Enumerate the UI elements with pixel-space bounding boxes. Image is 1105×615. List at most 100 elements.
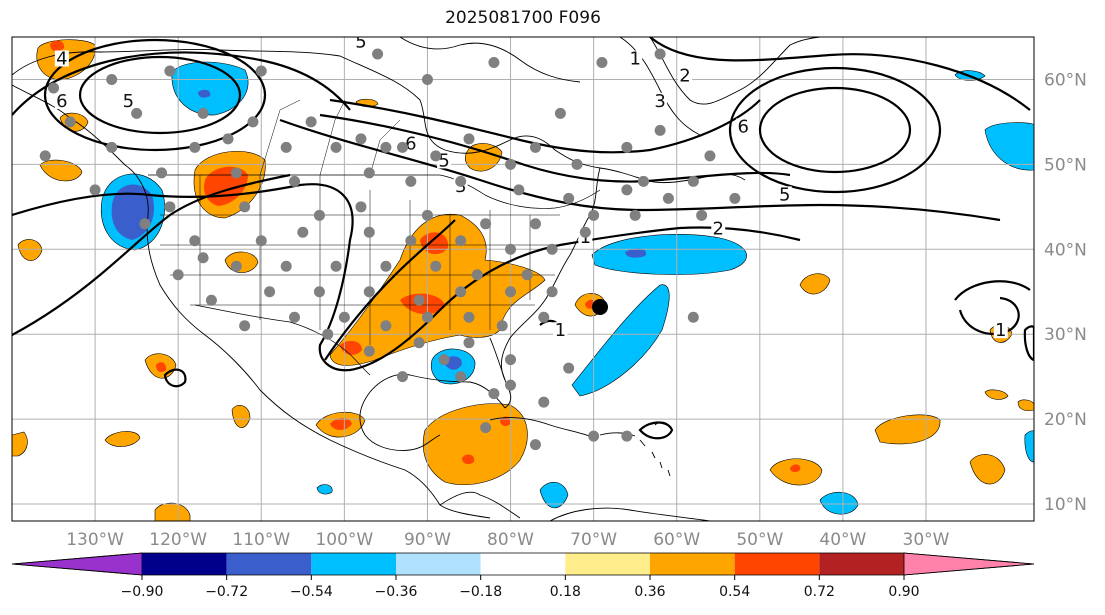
station-marker	[338, 311, 350, 323]
contour-ridge-far-east	[954, 280, 1031, 301]
pos-anomaly-pacific-sw	[12, 431, 28, 457]
height-contours	[12, 37, 1034, 440]
neg-anomaly-atlantic	[591, 234, 747, 275]
contour-label-bg	[678, 67, 693, 84]
latitude-label: 50°N	[1044, 155, 1087, 175]
station-marker	[255, 235, 267, 247]
station-marker	[496, 320, 508, 332]
station-marker	[505, 158, 517, 170]
colorbar-bin	[819, 553, 904, 575]
contour-label: 5	[779, 184, 790, 205]
pos-anomaly-far-east-2	[984, 389, 1009, 400]
contour-label: 1	[555, 320, 566, 341]
station-marker	[322, 328, 334, 340]
station-marker	[588, 209, 600, 221]
longitude-label: 80°W	[487, 530, 534, 550]
station-marker	[554, 107, 566, 119]
longitude-label: 130°W	[66, 530, 124, 550]
longitude-labels: 130°W 120°W 110°W 100°W 90°W 80°W 70°W 60°W 50°W…	[66, 530, 949, 550]
station-marker	[654, 48, 666, 60]
pos-anomaly-trop-atl-1	[874, 414, 941, 445]
station-marker	[546, 243, 558, 255]
contour-small-3	[1023, 325, 1034, 362]
station-marker	[563, 362, 575, 374]
contour-label: 2	[679, 65, 690, 86]
station-marker	[505, 286, 517, 298]
station-marker	[563, 192, 575, 204]
station-marker	[529, 439, 541, 451]
station-marker	[280, 141, 292, 153]
neg-anomaly-east-atl-2	[1024, 430, 1034, 463]
longitude-label: 70°W	[570, 530, 617, 550]
station-marker	[197, 107, 209, 119]
colorbar-tick-label: 0.72	[804, 584, 835, 600]
station-marker	[455, 286, 467, 298]
station-marker	[305, 116, 317, 128]
station-marker	[230, 260, 242, 272]
station-marker	[480, 218, 492, 230]
contour-label: 1	[995, 320, 1006, 341]
contour-atlantic-outer	[649, 37, 1031, 111]
station-marker	[463, 133, 475, 145]
contour-trough	[324, 219, 456, 361]
station-marker	[488, 388, 500, 400]
pos-anomaly-pacific-w	[17, 239, 43, 261]
storm-center-marker	[592, 299, 608, 315]
station-marker	[330, 260, 342, 272]
pos-anomaly-trop-atl-2-core	[790, 464, 801, 473]
longitude-label: 40°W	[819, 530, 866, 550]
colorbar-bin	[142, 553, 227, 575]
station-marker	[480, 422, 492, 434]
colorbar-tick-label: −0.72	[205, 584, 248, 600]
contour-label-bg	[121, 92, 136, 109]
station-marker	[39, 150, 51, 162]
station-marker	[538, 396, 550, 408]
station-marker	[222, 133, 234, 145]
station-marker	[488, 56, 500, 68]
contour-label-bg	[553, 322, 568, 339]
contour-label-bg	[353, 37, 368, 50]
neg-anomaly-tropics-3	[316, 484, 333, 495]
station-marker	[405, 235, 417, 247]
station-marker	[189, 141, 201, 153]
station-marker	[239, 320, 251, 332]
colorbar-tick-label: 0.90	[888, 584, 919, 600]
contour-low-far-east	[958, 296, 1020, 335]
station-marker	[289, 311, 301, 323]
colorbar-under-triangle	[11, 552, 143, 576]
station-marker	[172, 269, 184, 281]
neg-anomaly-atlantic-core	[625, 248, 646, 258]
latitude-label: 60°N	[1044, 70, 1087, 90]
station-marker	[363, 345, 375, 357]
pos-anomaly-gulf-coast	[340, 340, 362, 355]
colorbar-bin	[565, 553, 650, 575]
latitude-label: 30°N	[1044, 325, 1087, 345]
colorbar-bin	[311, 553, 396, 575]
station-marker	[139, 218, 151, 230]
station-marker	[363, 167, 375, 179]
contour-low-atlantic-mid	[728, 66, 942, 194]
station-marker	[156, 167, 168, 179]
station-marker	[380, 320, 392, 332]
station-marker	[629, 209, 641, 221]
map-frame	[11, 36, 1035, 522]
station-marker	[106, 73, 118, 85]
station-marker	[230, 167, 242, 179]
state-borders	[160, 99, 565, 345]
latitude-label: 40°N	[1044, 240, 1087, 260]
contour-label-bg	[993, 322, 1008, 339]
colorbar: −0.90 −0.72 −0.54 −0.36 −0.18 0.18 0.36 0.54 0.7…	[11, 552, 1035, 600]
longitude-label: 50°W	[736, 530, 783, 550]
colorbar-tick-label: 0.18	[550, 584, 581, 600]
station-marker	[654, 124, 666, 136]
station-marker	[397, 141, 409, 153]
station-marker	[372, 48, 384, 60]
station-marker	[421, 73, 433, 85]
latitude-labels: 60°N 50°N 40°N 30°N 20°N 10°N	[1044, 70, 1087, 515]
station-marker	[313, 209, 325, 221]
station-marker	[463, 311, 475, 323]
colorbar-bin	[226, 553, 312, 575]
neg-anomaly-tropics-1	[819, 492, 859, 515]
contour-label-bg	[54, 50, 69, 67]
